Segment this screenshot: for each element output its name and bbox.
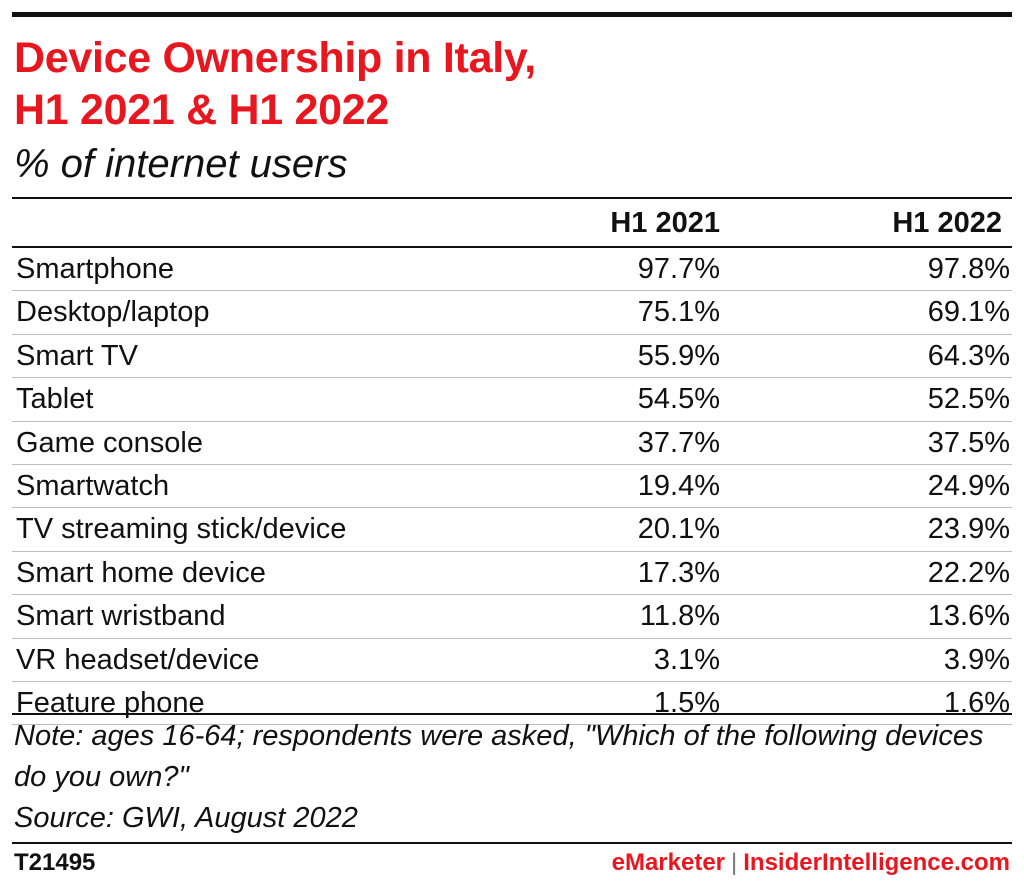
- value-h1-2022: 22.2%: [927, 556, 1010, 589]
- value-h1-2021: 3.1%: [653, 643, 720, 676]
- row-label: Smart wristband: [16, 600, 226, 633]
- table-row: Smartphone 97.7% 97.8%: [12, 248, 1012, 292]
- value-h1-2022: 3.9%: [943, 643, 1010, 676]
- value-h1-2021: 97.7%: [637, 253, 720, 285]
- value-h1-2022: 24.9%: [927, 469, 1010, 502]
- table-row: VR headset/device 3.1% 3.9%: [12, 639, 1012, 682]
- table-header-rule: [12, 246, 1012, 248]
- table-bottom-rule: [12, 713, 1012, 715]
- value-h1-2021: 75.1%: [637, 296, 720, 329]
- title-line-2: H1 2021 & H1 2022: [14, 86, 389, 134]
- table-row: Smart TV 55.9% 64.3%: [12, 335, 1012, 379]
- table-row: Desktop/laptop 75.1% 69.1%: [12, 291, 1012, 335]
- value-h1-2022: 37.5%: [927, 426, 1010, 459]
- table-row: Tablet 54.5% 52.5%: [12, 378, 1012, 422]
- table-row: Game console 37.7% 37.5%: [12, 422, 1012, 465]
- brand-emarketer: eMarketer: [611, 849, 726, 876]
- brand-separator: |: [731, 849, 738, 876]
- row-label: Game console: [16, 426, 203, 459]
- note-text: Note: ages 16-64; respondents were asked…: [14, 720, 984, 793]
- value-h1-2021: 11.8%: [639, 600, 720, 633]
- row-label: Smartwatch: [16, 469, 170, 502]
- source-text: Source: GWI, August 2022: [14, 802, 358, 834]
- row-label: Smart home device: [16, 556, 266, 589]
- value-h1-2021: 54.5%: [637, 383, 720, 416]
- value-h1-2022: 97.8%: [927, 253, 1010, 285]
- row-label: VR headset/device: [16, 643, 260, 676]
- value-h1-2022: 13.6%: [927, 600, 1010, 633]
- chart-title: Device Ownership in Italy, H1 2021 & H1 …: [14, 32, 1014, 136]
- header-rule: [12, 197, 1012, 199]
- table-row: Smart wristband 11.8% 13.6%: [12, 595, 1012, 639]
- column-header-h1-2021: H1 2021: [610, 207, 720, 239]
- value-h1-2022: 52.5%: [927, 383, 1010, 416]
- value-h1-2021: 20.1%: [637, 513, 720, 546]
- footer-rule: [12, 842, 1012, 844]
- value-h1-2021: 37.7%: [637, 426, 720, 459]
- value-h1-2021: 19.4%: [637, 469, 720, 502]
- table-row: Smart home device 17.3% 22.2%: [12, 552, 1012, 596]
- notes-block: Note: ages 16-64; respondents were asked…: [14, 716, 1004, 839]
- chart-id: T21495: [14, 849, 96, 876]
- value-h1-2022: 64.3%: [927, 339, 1010, 372]
- row-label: Desktop/laptop: [16, 296, 210, 329]
- row-label: Smart TV: [16, 339, 138, 372]
- value-h1-2021: 17.3%: [637, 556, 720, 589]
- row-label: Smartphone: [16, 253, 174, 285]
- title-line-1: Device Ownership in Italy,: [14, 34, 536, 82]
- value-h1-2022: 23.9%: [927, 513, 1010, 546]
- footer-brand: eMarketer | InsiderIntelligence.com: [612, 848, 1010, 878]
- column-header-h1-2022: H1 2022: [892, 207, 1002, 239]
- row-label: TV streaming stick/device: [16, 513, 347, 546]
- top-rule: [12, 12, 1012, 17]
- table-row: Smartwatch 19.4% 24.9%: [12, 465, 1012, 509]
- row-label: Tablet: [16, 383, 94, 416]
- value-h1-2022: 69.1%: [927, 296, 1010, 329]
- table-row: TV streaming stick/device 20.1% 23.9%: [12, 508, 1012, 552]
- brand-insider-intelligence: InsiderIntelligence.com: [743, 849, 1010, 876]
- chart-subtitle: % of internet users: [14, 142, 348, 186]
- value-h1-2021: 55.9%: [637, 339, 720, 372]
- table-body: Smartphone 97.7% 97.8% Desktop/laptop 75.1% 6…: [12, 248, 1012, 726]
